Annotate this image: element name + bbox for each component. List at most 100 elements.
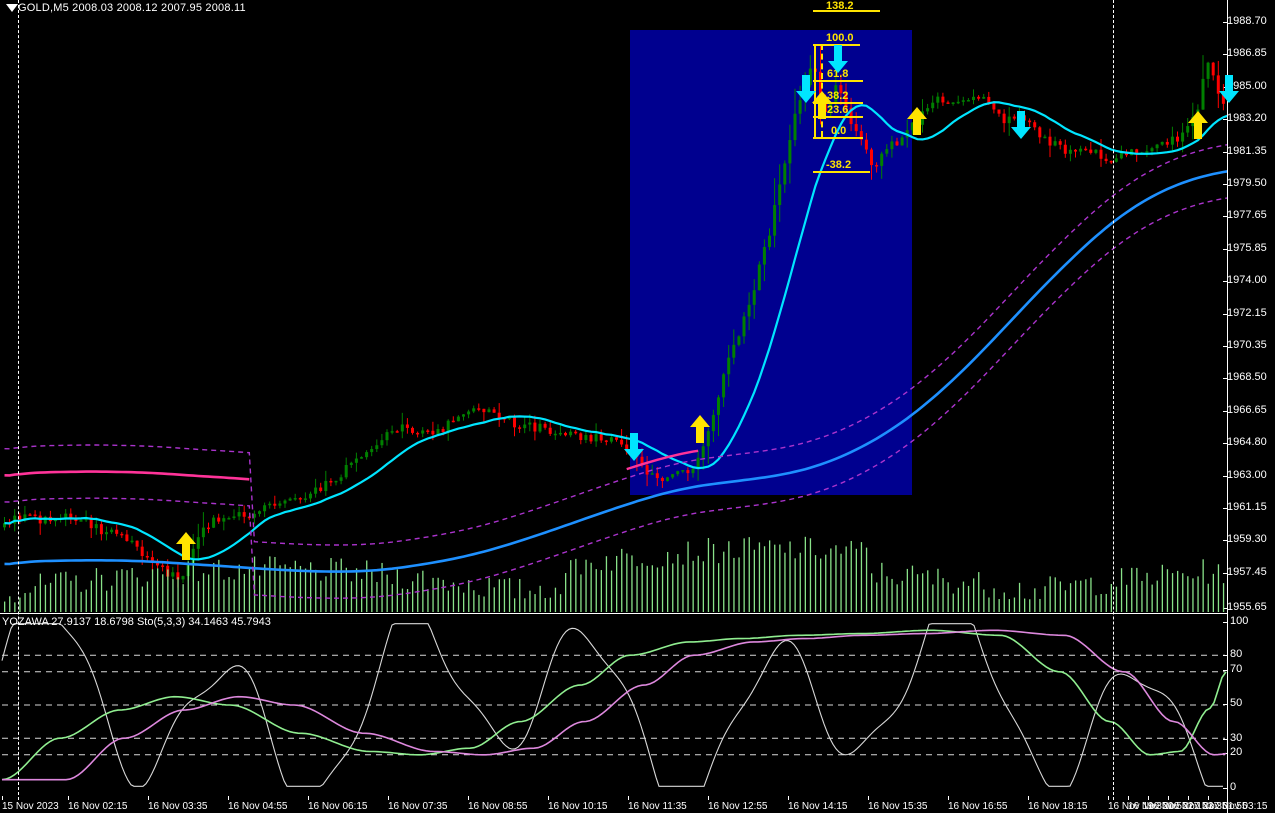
fib-level-label: 138.2 xyxy=(826,0,854,12)
time-tick-label: 17 Nov 03:15 xyxy=(1208,801,1268,812)
price-tick-label: 1961.15 xyxy=(1227,501,1267,513)
fib-level-label: 61.8 xyxy=(827,68,849,80)
candlestick-series xyxy=(3,44,1225,588)
indicator-axis[interactable]: 100 80 70 50 30 20 0 xyxy=(1223,614,1275,800)
price-tick-label: 1979.50 xyxy=(1227,177,1267,189)
yozawa-slow-line xyxy=(2,629,1227,781)
time-tick-label: 17 Nov 01:55 xyxy=(1188,801,1248,812)
time-tick-mark xyxy=(1168,796,1169,800)
time-tick-mark xyxy=(1108,796,1109,800)
time-tick-mark xyxy=(68,796,69,800)
time-tick-label: 16 Nov 03:35 xyxy=(148,801,208,812)
buy-signal-arrow xyxy=(175,531,197,561)
price-tick-mark xyxy=(1223,152,1228,153)
price-tick-mark xyxy=(1223,540,1228,541)
fib-level-label: 38.2 xyxy=(827,90,849,102)
time-tick-label: 16 Nov 14:15 xyxy=(788,801,848,812)
yozawa-fast-line xyxy=(1,629,1227,781)
fib-level-label: 0.0 xyxy=(831,125,847,137)
time-tick-mark xyxy=(788,796,789,800)
price-tick-label: 1955.65 xyxy=(1227,601,1267,613)
price-tick-label: 1983.20 xyxy=(1227,112,1267,124)
time-tick-mark xyxy=(1148,796,1149,800)
time-tick-label: 16 Nov 04:55 xyxy=(228,801,288,812)
fib-trend-line xyxy=(821,44,823,137)
signal-line-segment xyxy=(626,449,699,471)
price-tick-mark xyxy=(1223,119,1228,120)
time-tick-label: 16 Nov 11:35 xyxy=(628,801,687,812)
price-tick-mark xyxy=(1223,22,1228,23)
price-pane[interactable] xyxy=(0,0,1227,614)
price-tick-label: 1974.00 xyxy=(1227,274,1267,286)
price-tick-label: 1959.30 xyxy=(1227,533,1267,545)
time-tick-label: 16 Nov 20:55 xyxy=(1128,801,1188,812)
time-tick-mark xyxy=(868,796,869,800)
time-tick-mark xyxy=(948,796,949,800)
time-tick-label: 16 Nov 07:35 xyxy=(388,801,448,812)
price-tick-mark xyxy=(1223,443,1228,444)
time-tick-label: 16 Nov 08:55 xyxy=(468,801,528,812)
price-tick-label: 1968.50 xyxy=(1227,371,1267,383)
price-tick-mark xyxy=(1223,508,1228,509)
time-tick-mark xyxy=(2,796,3,800)
price-tick-label: 1977.65 xyxy=(1227,209,1267,221)
time-tick-mark xyxy=(1028,796,1029,800)
price-tick-label: 1957.45 xyxy=(1227,566,1267,578)
axis-divider xyxy=(1227,0,1228,813)
sell-signal-arrow xyxy=(827,44,849,74)
crosshair-vertical xyxy=(1113,0,1114,800)
price-tick-label: 1966.65 xyxy=(1227,404,1267,416)
time-tick-mark xyxy=(1188,796,1189,800)
fib-level-line[interactable] xyxy=(813,10,880,12)
price-tick-label: 1972.15 xyxy=(1227,307,1267,319)
price-tick-mark xyxy=(1223,184,1228,185)
sell-signal-arrow xyxy=(1218,74,1240,104)
buy-signal-arrow xyxy=(689,414,711,444)
buy-signal-arrow xyxy=(811,90,833,120)
stochastic-fast-line xyxy=(1,623,1223,787)
price-tick-label: 1986.85 xyxy=(1227,47,1267,59)
time-tick-mark xyxy=(1128,796,1129,800)
indicator-tick-mark xyxy=(1223,704,1228,705)
fib-level-line[interactable] xyxy=(813,116,863,118)
fib-level-label: -38.2 xyxy=(826,159,852,171)
fib-level-line[interactable] xyxy=(813,102,863,104)
indicator-tick-mark xyxy=(1223,622,1228,623)
time-tick-label: 16 Nov 15:35 xyxy=(868,801,928,812)
price-tick-mark xyxy=(1223,346,1228,347)
indicator-tick-label: 50 xyxy=(1230,697,1243,709)
buy-signal-arrow xyxy=(906,106,928,136)
time-tick-mark xyxy=(308,796,309,800)
indicator-tick-label: 20 xyxy=(1230,746,1243,758)
price-tick-mark xyxy=(1223,216,1228,217)
time-tick-label: 16 Nov 12:55 xyxy=(708,801,768,812)
price-axis[interactable]: 1988.70 1986.85 1985.00 1983.20 1981.35 1979.… xyxy=(1223,0,1275,614)
time-tick-mark xyxy=(548,796,549,800)
fib-level-line[interactable] xyxy=(813,137,863,139)
selection-rectangle[interactable] xyxy=(630,30,912,495)
indicator-pane[interactable] xyxy=(0,614,1227,800)
upper-band xyxy=(4,144,1227,546)
indicator-tick-label: 30 xyxy=(1230,732,1243,744)
price-tick-label: 1981.35 xyxy=(1227,145,1267,157)
price-tick-mark xyxy=(1223,476,1228,477)
time-axis[interactable]: 15 Nov 2023 16 Nov 02:15 16 Nov 03:35 16 No… xyxy=(0,796,1275,813)
indicator-tick-mark xyxy=(1223,670,1228,671)
price-tick-mark xyxy=(1223,281,1228,282)
price-tick-mark xyxy=(1223,411,1228,412)
fib-level-line[interactable] xyxy=(813,80,863,82)
price-tick-label: 1988.70 xyxy=(1227,15,1267,27)
fib-level-label: 100.0 xyxy=(826,32,854,44)
indicator-tick-mark xyxy=(1223,655,1228,656)
fib-level-line[interactable] xyxy=(813,171,870,173)
price-tick-mark xyxy=(1223,54,1228,55)
buy-signal-arrow xyxy=(1187,110,1209,140)
time-tick-mark xyxy=(708,796,709,800)
indicator-tick-label: 70 xyxy=(1230,663,1243,675)
price-tick-label: 1970.35 xyxy=(1227,339,1267,351)
time-tick-mark xyxy=(228,796,229,800)
time-tick-mark xyxy=(468,796,469,800)
price-tick-label: 1985.00 xyxy=(1227,80,1267,92)
time-tick-label: 16 Nov 06:15 xyxy=(308,801,368,812)
